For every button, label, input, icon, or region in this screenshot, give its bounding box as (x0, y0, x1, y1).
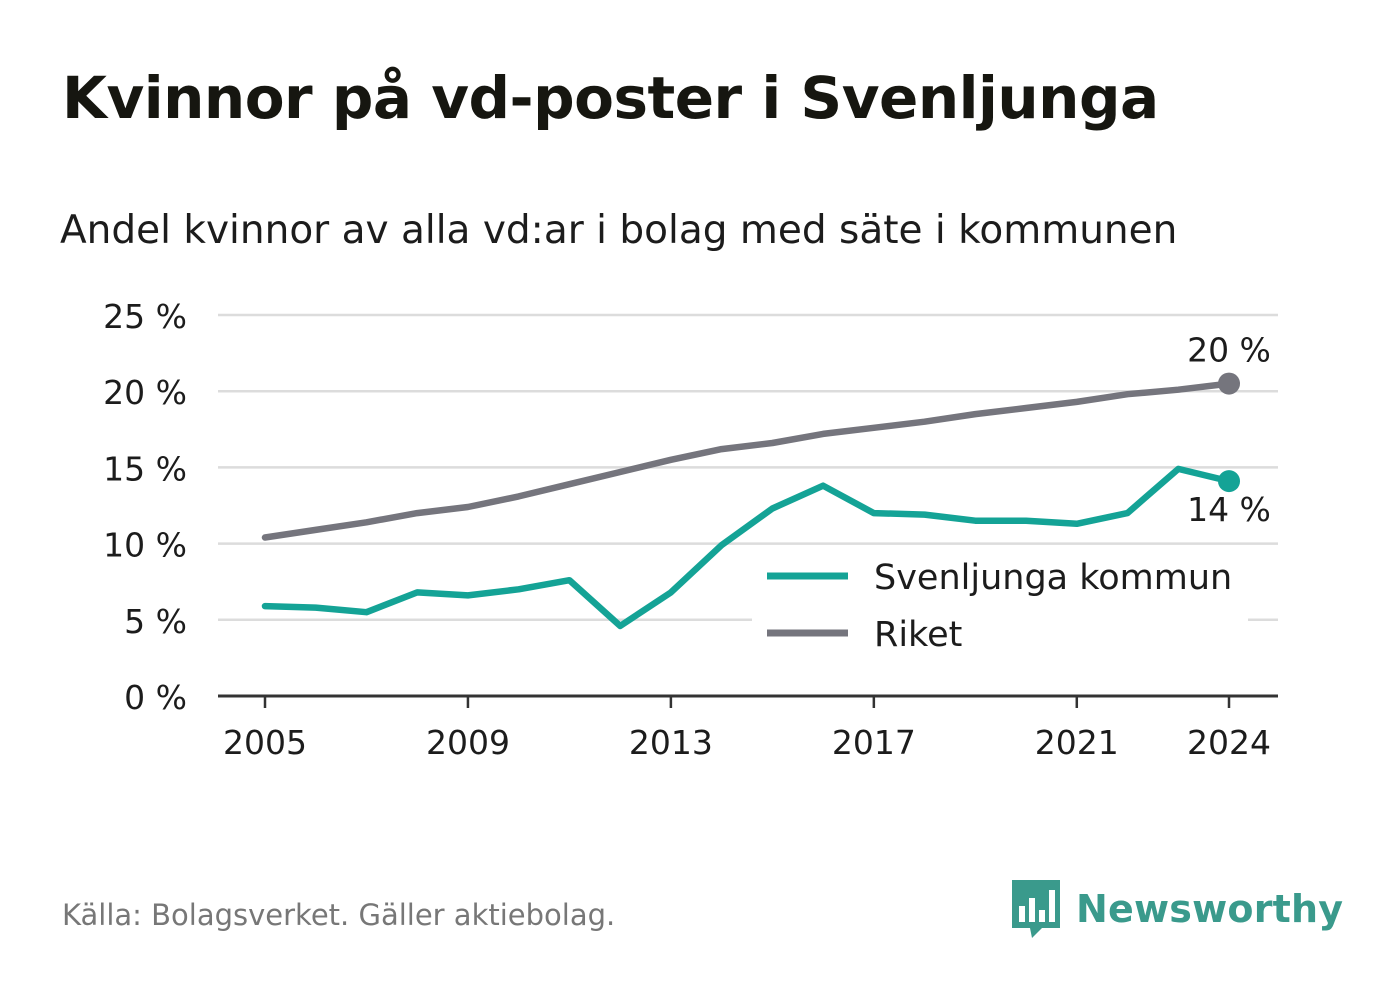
chart-title: Kvinnor på vd-poster i Svenljunga (62, 64, 1159, 132)
legend-box (752, 547, 1248, 669)
y-tick-label: 10 % (103, 526, 187, 565)
brand-name: Newsworthy (1076, 887, 1344, 931)
end-point-riket (1218, 372, 1240, 395)
source-note: Källa: Bolagsverket. Gäller aktiebolag. (62, 898, 616, 932)
end-label-riket: 20 % (1187, 331, 1271, 370)
brand-logo[interactable]: Newsworthy (1010, 878, 1343, 940)
x-tick-label: 2005 (223, 723, 307, 762)
y-tick-label: 5 % (124, 602, 187, 641)
y-tick-label: 25 % (103, 297, 187, 336)
bar-chart-speech-bubble-icon (1012, 880, 1060, 938)
series-line-riket (261, 380, 1233, 541)
series-line-kommun (261, 465, 1233, 630)
x-tick-label: 2009 (426, 723, 510, 762)
y-tick-label: 15 % (103, 449, 187, 488)
x-tick-label: 2024 (1187, 723, 1271, 762)
legend-label: Riket (874, 615, 962, 655)
chart-subtitle: Andel kvinnor av alla vd:ar i bolag med … (60, 208, 1178, 253)
x-tick-label: 2013 (629, 723, 713, 762)
x-tick-label: 2021 (1035, 723, 1119, 762)
end-label-kommun: 14 % (1187, 490, 1271, 529)
y-tick-label: 0 % (124, 678, 187, 717)
x-tick-label: 2017 (832, 723, 916, 762)
end-point-kommun (1218, 470, 1240, 493)
y-tick-label: 20 % (103, 373, 187, 412)
legend-label: Svenljunga kommun (874, 558, 1232, 598)
